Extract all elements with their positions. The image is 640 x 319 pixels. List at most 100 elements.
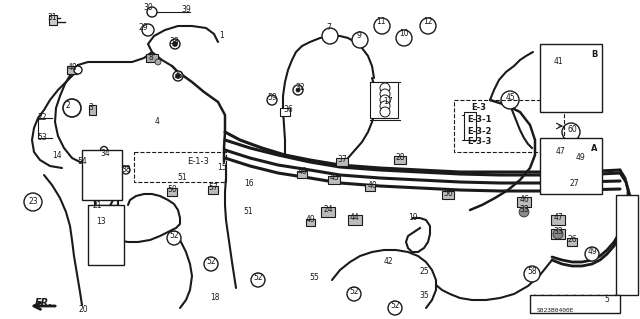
Circle shape <box>524 266 540 282</box>
Text: 26: 26 <box>567 235 577 244</box>
Text: 42: 42 <box>383 257 393 266</box>
Bar <box>167 188 177 196</box>
Text: 31: 31 <box>47 13 57 23</box>
Bar <box>517 197 531 207</box>
Text: 43: 43 <box>329 174 339 182</box>
Text: 20: 20 <box>78 306 88 315</box>
Text: 55: 55 <box>309 273 319 283</box>
Circle shape <box>296 88 300 92</box>
Bar <box>321 207 335 217</box>
Text: 24: 24 <box>323 205 333 214</box>
Circle shape <box>354 34 366 46</box>
Text: 17: 17 <box>383 98 393 107</box>
Text: 23: 23 <box>28 197 38 206</box>
Text: 53: 53 <box>37 133 47 143</box>
Text: 52: 52 <box>169 232 179 241</box>
Text: 37: 37 <box>337 155 347 165</box>
Circle shape <box>390 303 400 313</box>
Circle shape <box>173 41 177 47</box>
Text: 3: 3 <box>88 103 93 113</box>
Circle shape <box>396 30 412 46</box>
Text: S023B0400E: S023B0400E <box>537 308 575 313</box>
Circle shape <box>501 91 519 109</box>
Text: E-1-3: E-1-3 <box>187 158 209 167</box>
Circle shape <box>352 32 368 48</box>
Text: 34: 34 <box>100 150 110 159</box>
Text: 8: 8 <box>148 53 154 62</box>
Text: 54: 54 <box>77 158 87 167</box>
Circle shape <box>388 301 402 315</box>
Bar <box>348 215 362 225</box>
Text: 40: 40 <box>298 167 308 176</box>
Bar <box>394 156 406 164</box>
Text: 5: 5 <box>605 295 609 305</box>
Bar <box>551 229 565 239</box>
Circle shape <box>251 273 265 287</box>
Circle shape <box>553 229 563 239</box>
Circle shape <box>398 32 410 44</box>
Bar <box>67 66 77 74</box>
Text: 38: 38 <box>121 166 131 174</box>
Text: E-3-2: E-3-2 <box>467 127 492 136</box>
Bar <box>146 54 158 62</box>
Text: 47: 47 <box>555 147 565 157</box>
Circle shape <box>26 195 40 209</box>
Circle shape <box>204 257 218 271</box>
Circle shape <box>374 18 390 34</box>
Text: 46: 46 <box>519 196 529 204</box>
Text: B: B <box>591 50 597 59</box>
Text: E-3: E-3 <box>472 103 486 113</box>
Circle shape <box>169 233 179 243</box>
Bar <box>328 176 340 184</box>
Bar <box>616 195 638 295</box>
Circle shape <box>100 151 108 158</box>
Circle shape <box>347 287 361 301</box>
Bar <box>540 44 602 112</box>
Text: 49: 49 <box>587 248 597 256</box>
Text: 11: 11 <box>376 18 386 26</box>
Circle shape <box>100 146 108 153</box>
Circle shape <box>155 59 161 65</box>
Text: 7: 7 <box>326 24 332 33</box>
Circle shape <box>519 207 529 217</box>
Text: 22: 22 <box>37 114 47 122</box>
Text: E-3-3: E-3-3 <box>467 137 491 146</box>
Text: 15: 15 <box>217 164 227 173</box>
Text: 48: 48 <box>67 63 77 72</box>
Bar <box>88 105 95 115</box>
Text: 21: 21 <box>92 202 102 211</box>
Circle shape <box>565 126 577 138</box>
Circle shape <box>24 193 42 211</box>
Text: 28: 28 <box>396 153 404 162</box>
Text: 45: 45 <box>506 93 516 102</box>
Circle shape <box>380 89 390 99</box>
Bar <box>280 108 290 116</box>
Text: FR.: FR. <box>35 298 53 308</box>
Circle shape <box>376 20 388 32</box>
Bar <box>208 186 218 194</box>
Circle shape <box>503 93 517 107</box>
Bar <box>49 15 57 25</box>
Bar <box>588 250 596 257</box>
Bar <box>297 170 307 177</box>
Bar <box>336 158 348 166</box>
Text: 10: 10 <box>399 29 409 39</box>
Circle shape <box>380 95 390 105</box>
Text: 49: 49 <box>575 153 585 162</box>
Text: 38: 38 <box>173 70 183 79</box>
Circle shape <box>143 25 153 35</box>
Bar <box>82 150 122 200</box>
Text: A: A <box>591 144 597 153</box>
Text: E-3-1: E-3-1 <box>467 115 492 124</box>
Circle shape <box>324 30 336 42</box>
Circle shape <box>173 71 183 81</box>
Text: 29: 29 <box>138 24 148 33</box>
Circle shape <box>526 268 538 280</box>
Text: 25: 25 <box>419 268 429 277</box>
Text: 56: 56 <box>443 189 453 197</box>
Text: 52: 52 <box>390 301 400 310</box>
Text: 30: 30 <box>143 4 153 12</box>
Text: 13: 13 <box>96 218 106 226</box>
Circle shape <box>587 249 597 259</box>
Bar <box>552 55 562 73</box>
